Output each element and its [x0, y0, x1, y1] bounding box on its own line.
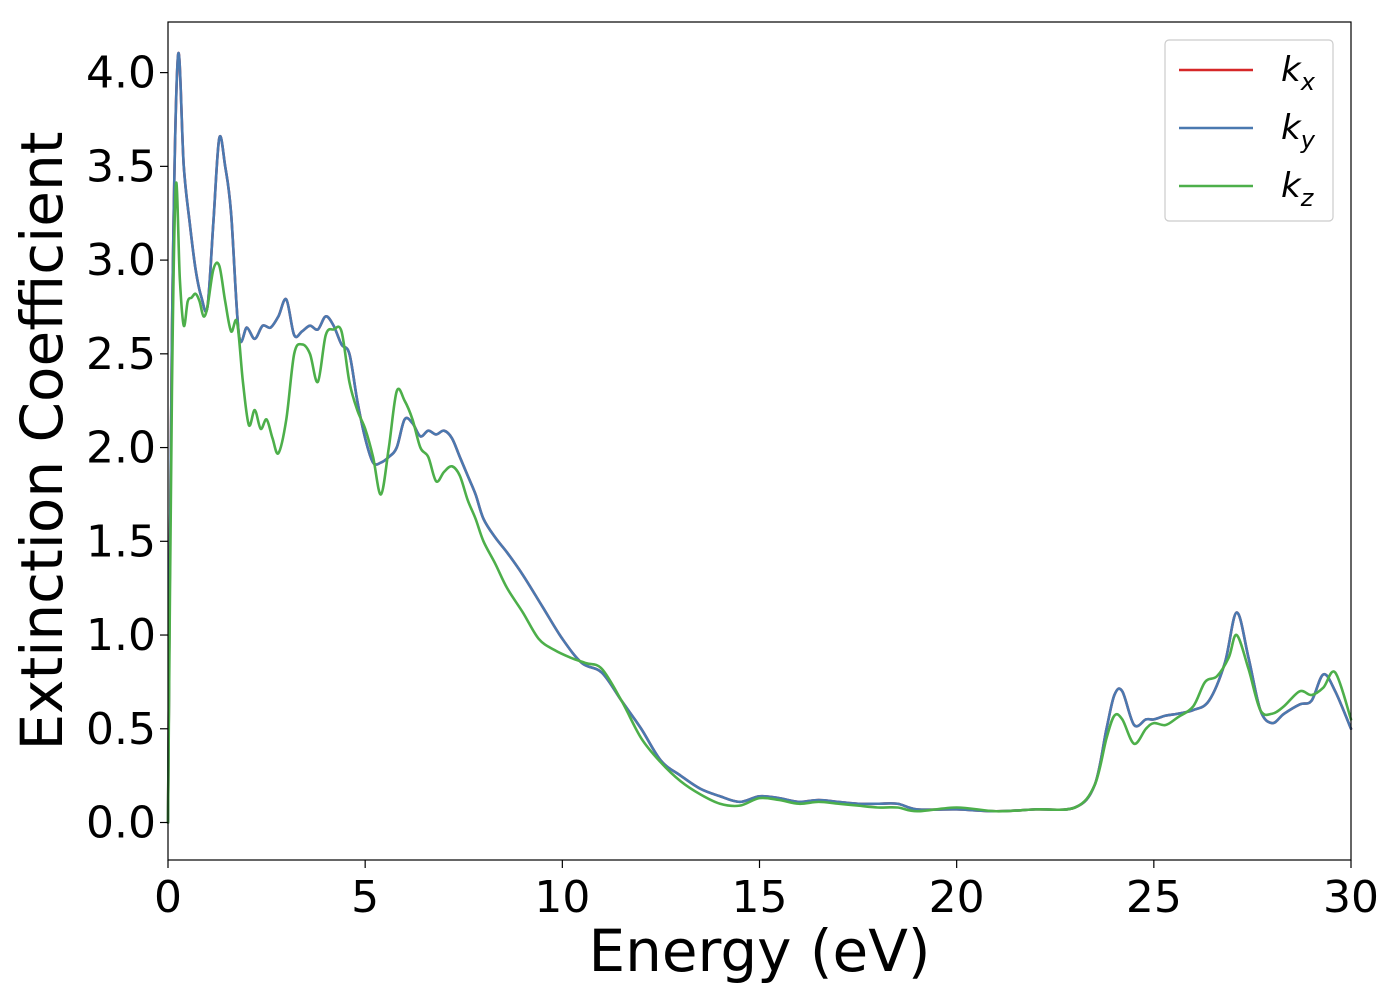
- y-tick-label: 0.0: [86, 798, 156, 849]
- legend-label-subscript: x: [1300, 68, 1316, 96]
- x-tick-label: 5: [351, 872, 379, 923]
- legend-label-subscript: y: [1300, 126, 1316, 154]
- x-tick-label: 0: [154, 872, 182, 923]
- x-tick-label: 20: [929, 872, 985, 923]
- x-tick-label: 25: [1126, 872, 1182, 923]
- series-layer: [166, 52, 1353, 824]
- y-tick-label: 2.5: [86, 329, 156, 380]
- x-tick-label: 15: [732, 872, 788, 923]
- y-tick-label: 2.0: [86, 423, 156, 474]
- x-axis-ticks: 0 5 10 15 20 25 30: [154, 860, 1379, 923]
- series-line-kz: [166, 181, 1353, 824]
- y-tick-label: 3.5: [86, 141, 156, 192]
- legend-label-main: k: [1281, 50, 1302, 90]
- legend-label-kx: kx: [1281, 50, 1316, 96]
- y-axis-ticks: 0.0 0.5 1.0 1.5 2.0 2.5 3.0 3.5 4.0: [86, 48, 168, 849]
- legend-box: [1164, 39, 1334, 222]
- y-tick-label: 1.0: [86, 610, 156, 661]
- y-axis-title: Extinction Coefficient: [8, 132, 76, 751]
- x-tick-label: 10: [534, 872, 590, 923]
- legend-label-main: k: [1281, 108, 1302, 148]
- y-tick-label: 1.5: [86, 516, 156, 567]
- legend-label-kz: kz: [1281, 166, 1315, 212]
- legend-label-ky: ky: [1281, 108, 1316, 154]
- x-axis-title: Energy (eV): [588, 917, 930, 985]
- x-tick-label: 30: [1323, 872, 1379, 923]
- legend-label-main: k: [1281, 166, 1302, 206]
- y-tick-label: 0.5: [86, 704, 156, 755]
- legend-label-subscript: z: [1300, 184, 1315, 212]
- y-tick-label: 3.0: [86, 235, 156, 286]
- y-tick-label: 4.0: [86, 48, 156, 99]
